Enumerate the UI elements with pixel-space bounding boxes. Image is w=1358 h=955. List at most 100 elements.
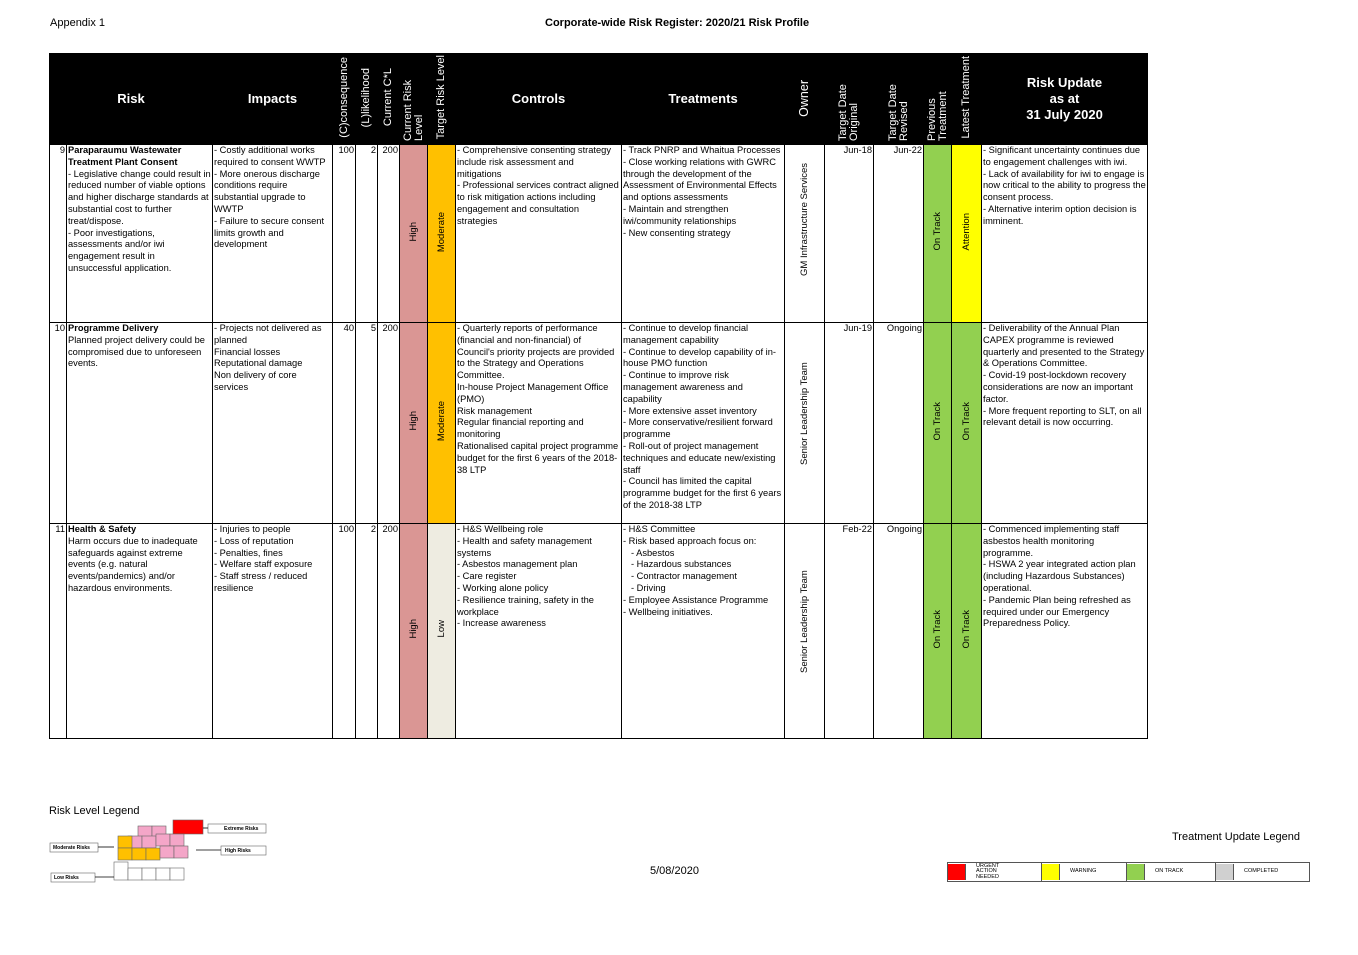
legend-item: ON TRACK (1126, 862, 1218, 882)
consequence: 100 (332, 144, 356, 323)
list-item: - Asbestos management plan (457, 559, 578, 570)
risk-title: Health & Safety (68, 524, 137, 535)
legend-swatch (1216, 864, 1234, 880)
risk-cell: Health & Safety Harm occurs due to inadeq… (66, 523, 213, 739)
target-date-original: Jun-19 (824, 322, 874, 524)
list-item: - Continue to develop financial manageme… (623, 323, 749, 345)
legend-label: ON TRACK (1155, 868, 1184, 875)
column-header: Target Date Original (824, 53, 874, 145)
current-risk-level: High (399, 322, 428, 524)
header-text: Risk (117, 91, 145, 106)
list-item: - New consenting strategy (623, 227, 731, 238)
column-header: Controls (455, 53, 622, 145)
status-text: Moderate (435, 401, 447, 442)
target-risk-level: Moderate (427, 144, 456, 323)
list-item: Regular financial reporting and monitori… (457, 417, 584, 440)
list-item: - Continue to develop capability of in-h… (623, 346, 776, 369)
list-item: Rationalised capital project programme b… (457, 440, 619, 475)
list-item: - Roll-out of project management techniq… (623, 440, 776, 475)
legend-label: COMPLETED (1244, 868, 1279, 875)
current-cl: 200 (377, 322, 400, 524)
list-item: - Significant uncertainty continues due … (983, 145, 1141, 167)
latest-treatment: On Track (951, 322, 982, 524)
status-text: Attention (960, 212, 972, 251)
treatment-legend-title: Treatment Update Legend (1172, 831, 1301, 843)
target-date-original: Feb-22 (824, 523, 874, 739)
list-item: - Poor investigations, assessments and/o… (68, 227, 172, 273)
appendix-label: Appendix 1 (50, 17, 106, 29)
list-item: - Care register (457, 571, 517, 582)
risk-number: 9 (49, 144, 67, 323)
current-risk-level: High (399, 523, 428, 739)
header-line: Risk Update (1026, 75, 1103, 90)
status-text: On Track (960, 609, 972, 649)
list-item: - Pandemic Plan being refreshed as requi… (983, 594, 1131, 629)
list-item: - More onerous discharge conditions requ… (214, 168, 320, 214)
list-item: - Close working relations with GWRC thro… (623, 156, 777, 203)
target-risk-level: Moderate (427, 322, 456, 524)
status-text: High (407, 221, 419, 242)
status-text: Low (435, 620, 447, 638)
likelihood: 2 (355, 523, 378, 739)
list-subitem: - Hazardous substances (631, 559, 732, 570)
likelihood: 2 (355, 144, 378, 323)
list-item: - Injuries to people (214, 524, 291, 535)
controls-cell: - Comprehensive consenting strategy incl… (455, 144, 622, 323)
list-item: - Legislative change could result in red… (68, 168, 211, 226)
status-text: On Track (931, 212, 943, 251)
header-text: Latest Treatment (960, 56, 972, 139)
column-header: Previous Treatment (923, 53, 952, 145)
risk-title: Paraparaumu Wastewater Treatment Plant C… (68, 145, 182, 167)
list-item: - Loss of reputation (214, 535, 294, 546)
target-date-original: Jun-18 (824, 144, 874, 323)
list-item: Non delivery of core services (214, 370, 297, 392)
list-item: - H&S Committee (623, 524, 696, 535)
risk-row: 11 Health & Safety Harm occurs due to inad… (49, 523, 1148, 739)
risk-number: 11 (49, 523, 67, 739)
owner-text: Senior Leadership Team (798, 570, 810, 674)
risk-update-cell: - Commenced implementing staff asbestos … (981, 523, 1148, 739)
status-text: On Track (931, 609, 943, 649)
list-item: - Costly additional works required to co… (214, 145, 326, 167)
list-item: - More extensive asset inventory (623, 405, 757, 416)
treatments-cell: - H&S Committee - Risk based approach foc… (621, 523, 785, 739)
list-item: - Quarterly reports of performance (fina… (457, 323, 615, 381)
legend-swatch (1127, 864, 1145, 880)
header-text: Target Date Original (837, 84, 860, 141)
current-risk-level: High (399, 144, 428, 323)
list-item: - Lack of availability for iwi to engage… (983, 168, 1146, 203)
risk-update-cell: - Deliverability of the Annual Plan CAPE… (981, 322, 1148, 524)
risk-register-table: Risk Impacts (C)consequence (L)likelihood Cu… (49, 53, 1148, 739)
header-text: Treatments (668, 91, 738, 106)
controls-cell: - H&S Wellbeing role - Health and safety … (455, 523, 622, 739)
header-text: (C)consequence (337, 57, 350, 138)
owner-cell: Senior Leadership Team (784, 523, 825, 739)
footer-date: 5/08/2020 (650, 865, 699, 877)
list-item: - Alternative interim option decision is… (983, 203, 1137, 226)
risk-cell: Programme Delivery Planned project delive… (66, 322, 213, 524)
legend-label: Extreme Risks (224, 826, 259, 832)
header-line: as at (1049, 91, 1080, 106)
previous-treatment: On Track (923, 322, 952, 524)
list-item: - Maintain and strengthen iwi/community … (623, 203, 737, 226)
column-header: Treatments (621, 53, 785, 145)
header-text: (L)likelihood (360, 67, 372, 128)
header-text: Current C*L (382, 68, 394, 127)
header-line: 31 July 2020 (1026, 107, 1103, 122)
impacts-cell: - Costly additional works required to co… (212, 144, 333, 323)
owner-cell: GM Infrastructure Services (784, 144, 825, 323)
list-item: - Failure to secure consent limits growt… (214, 215, 325, 250)
list-item: - HSWA 2 year integrated action plan (in… (983, 559, 1136, 593)
column-header: Risk Update as at 31 July 2020 (981, 53, 1148, 145)
list-item: Reputational damage (214, 358, 303, 369)
list-item: - Comprehensive consenting strategy incl… (457, 145, 611, 179)
treatments-cell: - Track PNRP and Whaitua Processes - Clos… (621, 144, 785, 323)
previous-treatment: On Track (923, 523, 952, 739)
list-subitem: - Asbestos (631, 547, 675, 558)
consequence: 100 (332, 523, 356, 739)
target-date-revised: Ongoing (873, 523, 924, 739)
latest-treatment: Attention (951, 144, 982, 323)
column-header: Latest Treatment (951, 53, 982, 145)
status-text: On Track (960, 401, 972, 441)
